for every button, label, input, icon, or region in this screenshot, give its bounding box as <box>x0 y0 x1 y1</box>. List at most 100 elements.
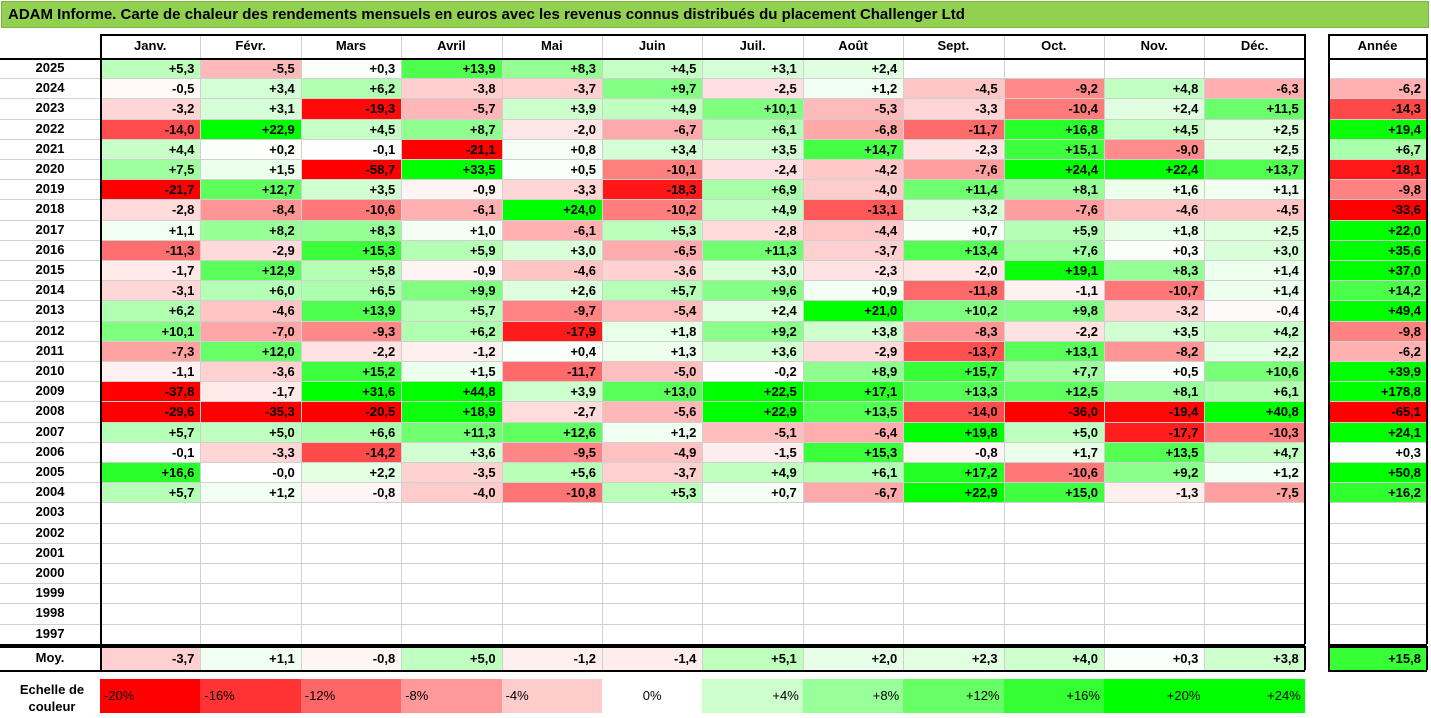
heatmap-cell: -6,8 <box>803 119 904 139</box>
color-scale-step: -4% <box>501 679 602 713</box>
heatmap-cell <box>904 625 1003 644</box>
heatmap-cell: -4,6 <box>502 261 602 281</box>
grid-line <box>1328 34 1427 36</box>
heatmap-cell <box>904 564 1003 583</box>
year-label: 2015 <box>35 262 65 277</box>
grid-line <box>1328 563 1427 564</box>
month-header: Mai <box>540 38 563 53</box>
heatmap-cell: -3,5 <box>402 463 502 483</box>
heatmap-cell: -0,1 <box>301 139 402 159</box>
heatmap-cell <box>1205 544 1304 563</box>
heatmap-cell: +21,0 <box>803 301 904 321</box>
heatmap-cell <box>1005 564 1104 583</box>
heatmap-cell: -19,4 <box>1105 402 1205 422</box>
month-header: Janv. <box>134 38 167 53</box>
heatmap-cell: +1,2 <box>1205 463 1305 483</box>
heatmap-cell: -7,0 <box>201 321 301 341</box>
heatmap-cell: +3,0 <box>1205 240 1305 260</box>
heatmap-cell: +5,7 <box>402 301 502 321</box>
heatmap-cell <box>201 524 300 543</box>
heatmap-cell: +5,0 <box>201 422 301 442</box>
heatmap-cell: -10,7 <box>1105 281 1205 301</box>
heatmap-cell: -2,8 <box>101 200 201 220</box>
heatmap-cell: +8,1 <box>1105 382 1205 402</box>
grid-line <box>0 239 1305 241</box>
heatmap-cell <box>101 503 200 522</box>
grid-line <box>401 34 403 644</box>
grid-line <box>1328 421 1427 423</box>
grid-line <box>1328 401 1427 403</box>
heatmap-cell <box>603 524 702 543</box>
heatmap-cell: +7,7 <box>1004 362 1104 382</box>
year-label: 2023 <box>35 100 65 116</box>
year-label: 2020 <box>35 161 65 176</box>
heatmap-cell <box>101 564 200 583</box>
year-label: 2017 <box>35 221 65 237</box>
grid-line <box>0 138 1305 140</box>
heatmap-cell <box>703 524 802 543</box>
heatmap-cell <box>402 524 501 543</box>
year-label: 2016 <box>35 241 65 257</box>
annual-cell <box>1329 524 1427 543</box>
heatmap-cell: +10,6 <box>1205 362 1305 382</box>
annual-cell <box>1329 604 1427 623</box>
grid-line <box>903 34 905 644</box>
heatmap-cell <box>1005 584 1104 603</box>
annual-cell <box>1329 625 1427 644</box>
heatmap-cell: +3,0 <box>703 261 803 281</box>
heatmap-cell: +19,1 <box>1004 261 1104 281</box>
heatmap-cell: -36,0 <box>1004 402 1104 422</box>
heatmap-cell: +3,6 <box>402 442 502 462</box>
heatmap-cell: -1,3 <box>1105 483 1205 503</box>
heatmap-cell: -3,7 <box>502 79 602 99</box>
heatmap-cell: +24,0 <box>502 200 602 220</box>
heatmap-cell: -4,6 <box>1105 200 1205 220</box>
annual-cell: -33,6 <box>1329 200 1427 220</box>
average-cell: -0,8 <box>301 647 402 670</box>
heatmap-cell: +1,8 <box>603 321 703 341</box>
heatmap-cell: +6,2 <box>402 321 502 341</box>
heatmap-cell: +9,2 <box>703 321 803 341</box>
heatmap-cell: +13,0 <box>603 382 703 402</box>
annual-cell: -6,2 <box>1329 79 1427 99</box>
grid-line <box>0 421 1305 423</box>
grid-line <box>1328 219 1427 221</box>
year-label: 2005 <box>35 464 65 479</box>
heatmap-cell <box>402 584 501 603</box>
heatmap-cell: +11,3 <box>402 422 502 442</box>
heatmap-cell <box>101 625 200 644</box>
heatmap-cell: +5,7 <box>101 422 201 442</box>
color-scale-step: +8% <box>802 679 904 713</box>
heatmap-cell <box>101 584 200 603</box>
heatmap-cell <box>603 503 702 522</box>
heatmap-cell <box>302 503 401 522</box>
heatmap-cell: -4,6 <box>201 301 301 321</box>
grid-line <box>0 280 1305 282</box>
heatmap-cell <box>1105 524 1204 543</box>
grid-line <box>1328 441 1427 443</box>
heatmap-cell: +22,9 <box>904 483 1004 503</box>
heatmap-cell: +3,8 <box>803 321 904 341</box>
annual-cell: -18,1 <box>1329 160 1427 180</box>
grid-line <box>0 159 1305 160</box>
heatmap-cell: -11,7 <box>904 119 1004 139</box>
heatmap-cell: -2,7 <box>502 402 602 422</box>
heatmap-cell: +1,3 <box>603 341 703 361</box>
color-scale-step: +12% <box>903 679 1004 713</box>
annual-cell <box>1329 564 1427 583</box>
grid-line <box>100 646 102 670</box>
grid-line <box>0 482 1305 484</box>
grid-line <box>1328 260 1427 261</box>
heatmap-cell: -5,7 <box>402 99 502 119</box>
heatmap-cell: +12,7 <box>201 180 301 200</box>
heatmap-cell: -1,2 <box>402 341 502 361</box>
average-cell: +0,3 <box>1105 647 1205 670</box>
heatmap-cell: -2,9 <box>201 240 301 260</box>
grid-line <box>1328 462 1427 463</box>
heatmap-cell: +6,1 <box>803 463 904 483</box>
grid-line <box>1303 34 1306 644</box>
month-header: Mars <box>335 38 367 53</box>
heatmap-cell: +9,9 <box>402 281 502 301</box>
heatmap-cell: -3,3 <box>904 99 1004 119</box>
heatmap-cell: -6,4 <box>803 422 904 442</box>
